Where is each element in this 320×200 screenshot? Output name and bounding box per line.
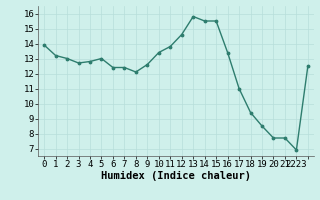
X-axis label: Humidex (Indice chaleur): Humidex (Indice chaleur)	[101, 171, 251, 181]
